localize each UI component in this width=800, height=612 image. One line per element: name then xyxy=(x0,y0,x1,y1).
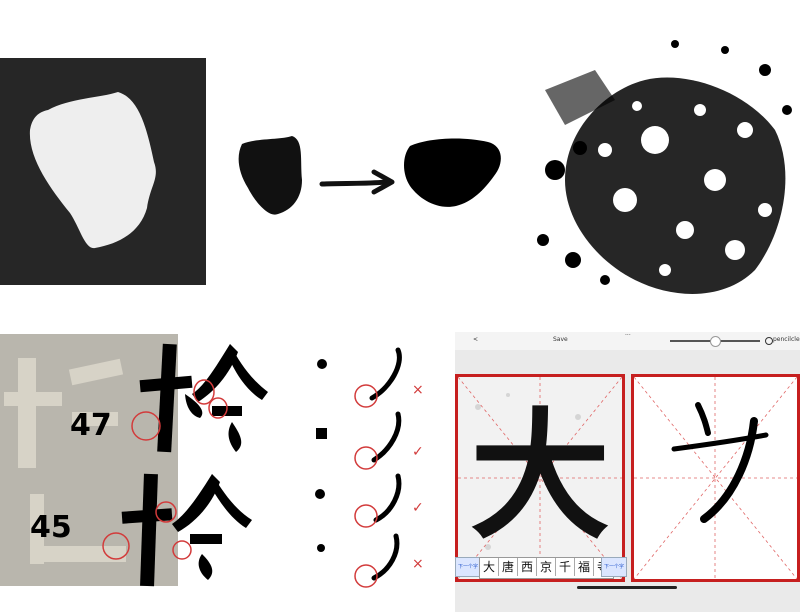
brush-shape-transform-diagram xyxy=(238,136,501,215)
next-character-button[interactable]: 下一个字 xyxy=(601,557,628,577)
char-strip-item[interactable]: 唐 xyxy=(499,558,518,576)
char-strip-item[interactable]: 千 xyxy=(556,558,575,576)
traced-character-47 xyxy=(139,343,268,453)
tracing-canvas-card[interactable] xyxy=(631,374,800,582)
char-strip-item[interactable]: 京 xyxy=(537,558,556,576)
char-strip-item[interactable]: 西 xyxy=(518,558,537,576)
check-mark-1: × xyxy=(412,382,424,398)
pencil-mode-icon[interactable] xyxy=(765,337,773,345)
arrow-right-icon xyxy=(319,169,395,195)
error-circles xyxy=(102,379,228,560)
more-menu-icon[interactable]: ··· xyxy=(625,332,631,339)
calligraphy-app-screenshot: < Save ··· pencil clea 大 xyxy=(455,332,800,612)
original-blob-shape xyxy=(238,136,302,215)
model-character-card: 大 xyxy=(455,374,625,582)
pencil-label[interactable]: pencil xyxy=(773,336,791,343)
stroke-dots-column xyxy=(315,359,327,552)
char-strip-item[interactable]: 大 xyxy=(480,558,499,576)
model-character: 大 xyxy=(469,395,610,559)
check-mark-3: ✓ xyxy=(412,500,424,516)
clear-button[interactable]: clea xyxy=(791,336,800,343)
rubbing-photo-background xyxy=(0,334,178,586)
stroke-practice-column xyxy=(354,347,402,588)
brush-shape-white-blob xyxy=(29,92,156,249)
check-mark-2: ✓ xyxy=(412,444,424,460)
sample-number-47: 47 xyxy=(70,408,112,443)
brush-shape-preview-panel xyxy=(0,58,206,285)
app-toolbar: < Save ··· pencil clea xyxy=(455,332,800,350)
save-button[interactable]: Save xyxy=(553,336,568,343)
character-strip: 大 唐 西 京 千 福 寺 xyxy=(479,557,614,579)
sample-number-45: 45 xyxy=(30,510,72,545)
slider-thumb xyxy=(710,336,721,347)
char-strip-item[interactable]: 福 xyxy=(575,558,594,576)
brush-size-slider[interactable] xyxy=(670,336,760,347)
previous-character-button[interactable]: 下一个字 xyxy=(455,557,482,577)
traced-character-45 xyxy=(121,473,252,587)
check-mark-4: × xyxy=(412,556,424,572)
ink-texture-sample xyxy=(537,40,792,294)
home-indicator xyxy=(577,586,677,589)
processed-blob-shape xyxy=(404,138,501,207)
user-traced-strokes xyxy=(671,402,769,523)
calligraphy-comparison-figure xyxy=(102,343,402,588)
back-button[interactable]: < xyxy=(473,336,479,343)
